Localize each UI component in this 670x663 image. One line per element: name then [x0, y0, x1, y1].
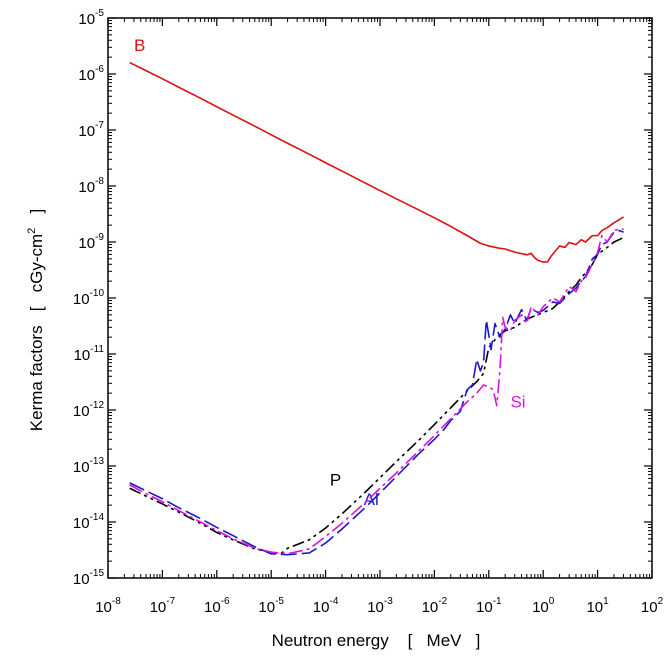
x-tick-label: 10-7 [150, 596, 176, 616]
x-tick-base: 10 [313, 599, 330, 616]
y-tick-exponent: -5 [95, 8, 104, 19]
series-line-al [129, 229, 624, 556]
y-tick-label: 10-12 [73, 400, 105, 420]
x-tick-base: 10 [150, 599, 167, 616]
x-tick-base: 10 [422, 599, 439, 616]
x-tick-label: 101 [586, 596, 609, 616]
y-tick-base: 10 [78, 235, 95, 252]
y-tick-exponent: -15 [90, 568, 105, 579]
y-tick-exponent: -8 [95, 176, 104, 187]
y-tick-base: 10 [73, 459, 90, 476]
y-tick-base: 10 [73, 403, 90, 420]
series-label-si: Si [510, 393, 525, 412]
y-tick-label: 10-6 [78, 64, 104, 84]
x-tick-label: 10-5 [258, 596, 284, 616]
x-tick-exponent: 2 [658, 596, 664, 607]
series-layer: B P Al Si [129, 36, 624, 556]
series-line-si [129, 228, 624, 555]
y-tick-exponent: -12 [90, 400, 105, 411]
tick-layer: 10-8 10-7 10-6 10-5 10-4 10-3 10-2 10-1 100 101 10… [73, 8, 664, 616]
x-tick-base: 10 [586, 599, 603, 616]
y-tick-label: 10-8 [78, 176, 104, 196]
x-tick-exponent: -1 [493, 596, 502, 607]
x-tick-base: 10 [476, 599, 493, 616]
y-tick-exponent: -13 [90, 456, 105, 467]
y-tick-label: 10-14 [73, 512, 105, 532]
series-label-p: P [330, 470, 341, 489]
x-tick-exponent: 0 [549, 596, 555, 607]
x-tick-exponent: 1 [603, 596, 609, 607]
x-tick-label: 10-6 [204, 596, 230, 616]
x-tick-label: 10-8 [95, 596, 121, 616]
series-line-b [129, 61, 624, 263]
y-tick-base: 10 [78, 67, 95, 84]
y-tick-label: 10-11 [74, 344, 105, 364]
x-tick-label: 10-1 [476, 596, 502, 616]
y-tick-label: 10-15 [73, 568, 105, 588]
x-tick-label: 10-4 [313, 596, 339, 616]
x-tick-exponent: -7 [166, 596, 175, 607]
y-tick-base: 10 [73, 571, 90, 588]
x-tick-label: 100 [532, 596, 555, 616]
y-tick-base: 10 [74, 347, 91, 364]
y-tick-exponent: -7 [95, 120, 104, 131]
label-layer: Neutron energy [ MeV ] Kerma factors [ c… [26, 209, 480, 650]
series-label-b: B [134, 36, 145, 55]
x-tick-exponent: -3 [384, 596, 393, 607]
x-tick-base: 10 [204, 599, 221, 616]
y-tick-base: 10 [78, 179, 95, 196]
x-tick-exponent: -5 [275, 596, 284, 607]
y-axis-label: Kerma factors [ cGy-cm2 ] [26, 209, 46, 431]
y-tick-exponent: -6 [95, 64, 104, 75]
y-tick-base: 10 [73, 515, 90, 532]
y-tick-exponent: -14 [90, 512, 105, 523]
x-tick-exponent: -8 [112, 596, 121, 607]
x-tick-base: 10 [641, 599, 658, 616]
y-tick-exponent: -10 [90, 288, 105, 299]
x-tick-label: 102 [641, 596, 664, 616]
y-axis-label-sup: 2 [26, 228, 38, 234]
y-tick-exponent: -11 [90, 344, 104, 355]
y-tick-label: 10-10 [73, 288, 105, 308]
y-tick-base: 10 [78, 123, 95, 140]
x-tick-label: 10-3 [367, 596, 393, 616]
y-tick-label: 10-13 [73, 456, 105, 476]
x-tick-label: 10-2 [422, 596, 448, 616]
x-axis-label: Neutron energy [ MeV ] [272, 631, 481, 650]
y-axis-label-main: Kerma factors [ cGy-cm [27, 234, 46, 431]
y-tick-base: 10 [73, 291, 90, 308]
x-tick-base: 10 [95, 599, 112, 616]
x-tick-exponent: -4 [329, 596, 338, 607]
x-tick-base: 10 [367, 599, 384, 616]
y-axis-label-end: ] [27, 209, 46, 228]
x-tick-exponent: -6 [221, 596, 230, 607]
y-tick-base: 10 [78, 11, 95, 28]
x-tick-exponent: -2 [438, 596, 447, 607]
y-tick-label: 10-7 [78, 120, 104, 140]
x-tick-base: 10 [532, 599, 549, 616]
y-tick-label: 10-5 [78, 8, 104, 28]
series-label-al: Al [364, 490, 379, 509]
y-tick-exponent: -9 [95, 232, 104, 243]
x-tick-base: 10 [258, 599, 275, 616]
y-tick-label: 10-9 [78, 232, 104, 252]
